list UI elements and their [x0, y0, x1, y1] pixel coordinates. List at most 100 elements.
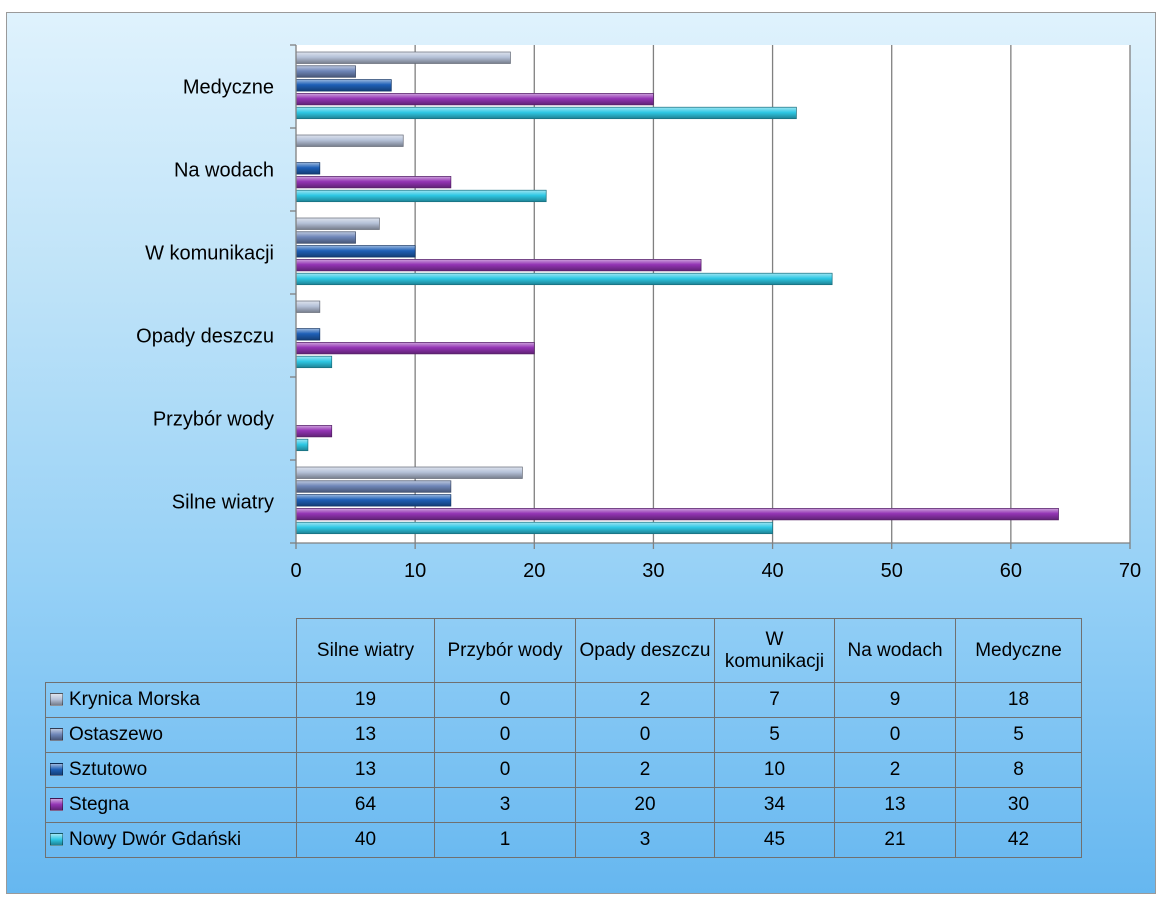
table-cell: 0 — [435, 753, 576, 788]
category-label: Na wodach — [174, 160, 274, 182]
table-cell: 0 — [435, 683, 576, 718]
bar — [296, 80, 391, 92]
table-row: Ostaszewo 13 0 0 5 0 5 — [46, 718, 1082, 753]
category-label: Silne wiatry — [172, 492, 274, 514]
table-cell: 30 — [956, 788, 1082, 823]
x-tick-label: 50 — [881, 560, 903, 582]
category-label: Medyczne — [183, 77, 274, 99]
bar — [296, 259, 701, 271]
bar — [296, 190, 546, 202]
table-column-header: Medyczne — [956, 619, 1082, 683]
table-cell: 42 — [956, 823, 1082, 858]
bar — [296, 273, 832, 285]
table-cell: 64 — [297, 788, 435, 823]
bar — [296, 508, 1059, 520]
table-cell: 45 — [715, 823, 835, 858]
bar — [296, 356, 332, 368]
table-cell: 3 — [576, 823, 715, 858]
series-name: Nowy Dwór Gdański — [69, 829, 241, 850]
table-cell: 2 — [835, 753, 956, 788]
series-name-cell: Krynica Morska — [46, 683, 297, 718]
bar — [296, 425, 332, 437]
table-cell: 21 — [835, 823, 956, 858]
table-cell: 20 — [576, 788, 715, 823]
bar — [296, 246, 415, 258]
table-corner — [46, 619, 297, 683]
legend-key — [50, 728, 63, 741]
bar — [296, 218, 379, 230]
table-cell: 3 — [435, 788, 576, 823]
table-column-header: Przybór wody — [435, 619, 576, 683]
table-cell: 2 — [576, 683, 715, 718]
bar — [296, 329, 320, 341]
x-tick-label: 30 — [642, 560, 664, 582]
series-name-cell: Ostaszewo — [46, 718, 297, 753]
table-cell: 10 — [715, 753, 835, 788]
bar — [296, 135, 403, 147]
series-name-cell: Nowy Dwór Gdański — [46, 823, 297, 858]
bar — [296, 301, 320, 313]
x-tick-label: 40 — [761, 560, 783, 582]
category-label: Opady deszczu — [136, 326, 274, 348]
table-row: Stegna 64 3 20 34 13 30 — [46, 788, 1082, 823]
bar — [296, 232, 356, 244]
series-name: Sztutowo — [69, 759, 147, 780]
category-label: Przybór wody — [153, 409, 274, 431]
chart-frame: Silne wiatry Przybór wody Opady deszczu W k… — [6, 12, 1156, 894]
data-table: Silne wiatry Przybór wody Opady deszczu W k… — [45, 618, 1082, 858]
table-column-header: W komunikacji — [715, 619, 835, 683]
bar-chart: Silne wiatry Przybór wody Opady deszczu W k… — [7, 13, 1157, 613]
bar — [296, 495, 451, 507]
table-cell: 0 — [835, 718, 956, 753]
table-row: Krynica Morska 19 0 2 7 9 18 — [46, 683, 1082, 718]
table-cell: 18 — [956, 683, 1082, 718]
legend-key — [50, 693, 63, 706]
legend-key — [50, 833, 63, 846]
table-cell: 0 — [576, 718, 715, 753]
table-column-header: Na wodach — [835, 619, 956, 683]
x-tick-label: 20 — [523, 560, 545, 582]
bar — [296, 176, 451, 188]
table-header-row: Silne wiatry Przybór wody Opady deszczu W k… — [46, 619, 1082, 683]
series-name-cell: Sztutowo — [46, 753, 297, 788]
table-cell: 13 — [297, 718, 435, 753]
bar — [296, 66, 356, 78]
table-cell: 40 — [297, 823, 435, 858]
bar — [296, 163, 320, 175]
table-cell: 0 — [435, 718, 576, 753]
table-cell: 2 — [576, 753, 715, 788]
table-column-header: Opady deszczu — [576, 619, 715, 683]
bar — [296, 93, 653, 105]
x-tick-label: 10 — [404, 560, 426, 582]
table-cell: 7 — [715, 683, 835, 718]
series-name-cell: Stegna — [46, 788, 297, 823]
bar — [296, 342, 534, 354]
table-cell: 13 — [835, 788, 956, 823]
table-row: Nowy Dwór Gdański 40 1 3 45 21 42 — [46, 823, 1082, 858]
bar — [296, 467, 522, 479]
series-name: Krynica Morska — [69, 689, 200, 710]
table-column-header: Silne wiatry — [297, 619, 435, 683]
series-name: Stegna — [69, 794, 129, 815]
x-tick-label: 60 — [1000, 560, 1022, 582]
table-row: Sztutowo 13 0 2 10 2 8 — [46, 753, 1082, 788]
legend-key — [50, 763, 63, 776]
bar — [296, 107, 796, 119]
bar — [296, 439, 308, 451]
table-cell: 8 — [956, 753, 1082, 788]
category-label: W komunikacji — [145, 243, 274, 265]
x-tick-label: 70 — [1119, 560, 1141, 582]
bar — [296, 481, 451, 493]
table-cell: 34 — [715, 788, 835, 823]
table-cell: 9 — [835, 683, 956, 718]
table-cell: 19 — [297, 683, 435, 718]
table-cell: 5 — [956, 718, 1082, 753]
bar — [296, 52, 510, 64]
table-cell: 5 — [715, 718, 835, 753]
table-cell: 1 — [435, 823, 576, 858]
bar — [296, 522, 773, 534]
legend-key — [50, 798, 63, 811]
table-cell: 13 — [297, 753, 435, 788]
series-name: Ostaszewo — [69, 724, 163, 745]
x-tick-label: 0 — [290, 560, 301, 582]
